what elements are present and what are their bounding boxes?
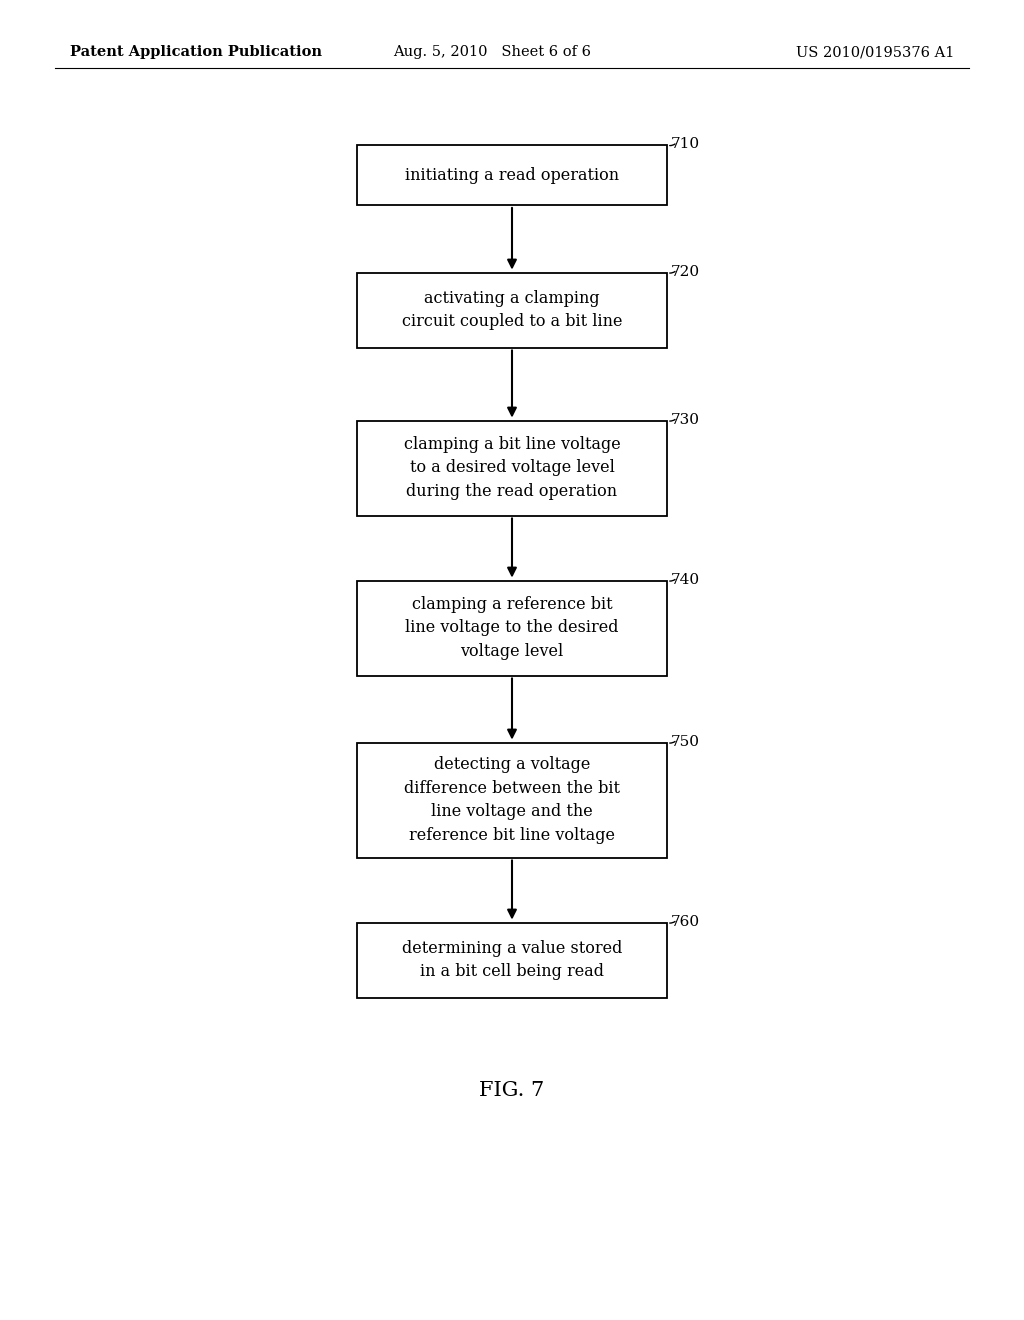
Bar: [357, 421, 667, 516]
Text: Aug. 5, 2010   Sheet 6 of 6: Aug. 5, 2010 Sheet 6 of 6: [393, 45, 591, 59]
Text: FIG. 7: FIG. 7: [479, 1081, 545, 1100]
Bar: [357, 923, 667, 998]
Text: US 2010/0195376 A1: US 2010/0195376 A1: [796, 45, 954, 59]
Text: 720: 720: [671, 264, 700, 279]
Bar: [357, 742, 667, 858]
Text: initiating a read operation: initiating a read operation: [404, 166, 620, 183]
Text: detecting a voltage
difference between the bit
line voltage and the
reference bi: detecting a voltage difference between t…: [404, 756, 620, 843]
Text: clamping a reference bit
line voltage to the desired
voltage level: clamping a reference bit line voltage to…: [406, 597, 618, 660]
Text: 710: 710: [671, 137, 700, 150]
Bar: [357, 272, 667, 347]
Text: 750: 750: [671, 734, 700, 748]
Text: determining a value stored
in a bit cell being read: determining a value stored in a bit cell…: [401, 940, 623, 981]
Text: Patent Application Publication: Patent Application Publication: [70, 45, 322, 59]
Text: 730: 730: [671, 412, 700, 426]
Bar: [357, 145, 667, 205]
Bar: [357, 581, 667, 676]
Text: activating a clamping
circuit coupled to a bit line: activating a clamping circuit coupled to…: [401, 290, 623, 330]
Text: 760: 760: [671, 915, 700, 928]
Text: 740: 740: [671, 573, 700, 586]
Text: clamping a bit line voltage
to a desired voltage level
during the read operation: clamping a bit line voltage to a desired…: [403, 436, 621, 500]
